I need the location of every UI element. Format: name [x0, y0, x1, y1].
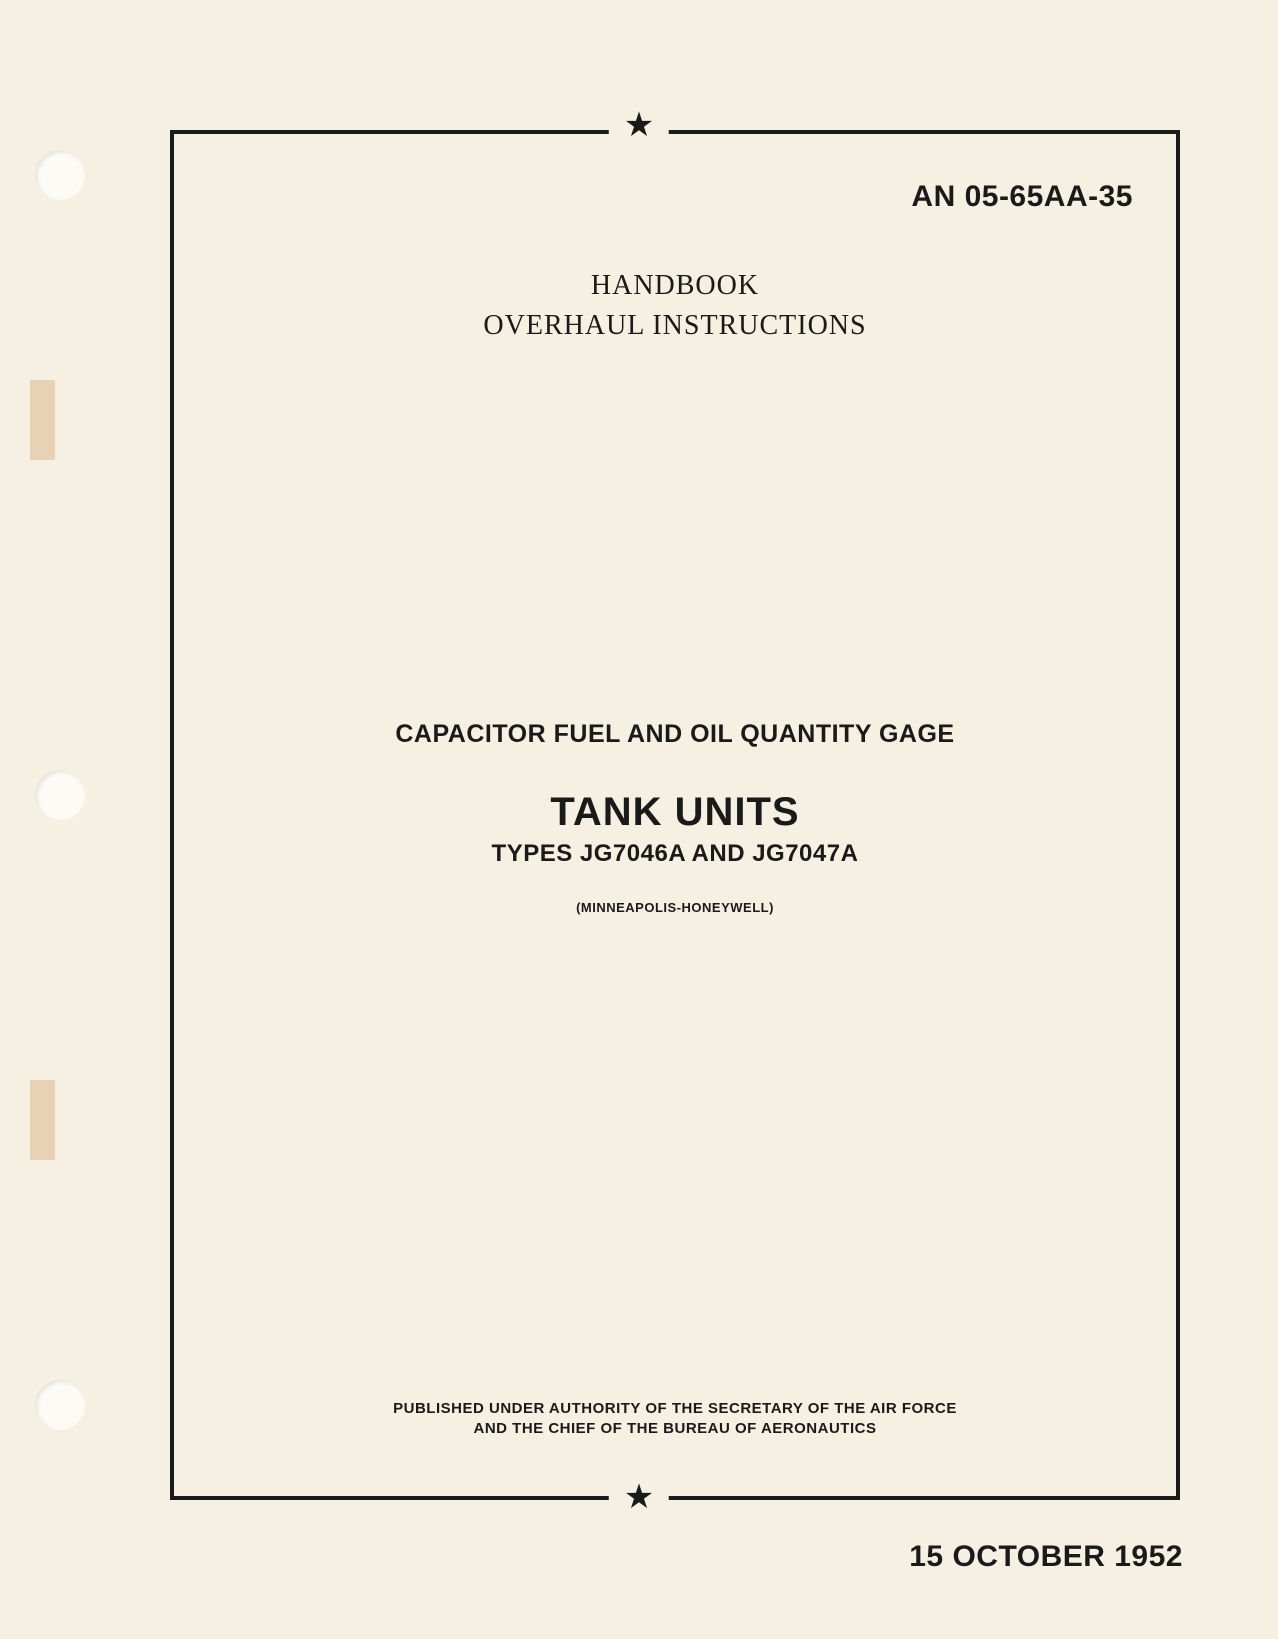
types-text: TYPES JG7046A AND JG7047A — [170, 840, 1180, 868]
document-page: ★ ★ AN 05-65AA-35 HANDBOOK OVERHAUL INST… — [0, 0, 1278, 1639]
punch-hole — [35, 770, 85, 820]
publication-date: 15 OCTOBER 1952 — [909, 1540, 1183, 1574]
main-heading: TANK UNITS — [170, 790, 1180, 835]
star-icon: ★ — [609, 108, 669, 142]
punch-hole — [35, 1380, 85, 1430]
authority-line-2: AND THE CHIEF OF THE BUREAU OF AERONAUTI… — [170, 1420, 1180, 1437]
title-line-1: HANDBOOK — [170, 270, 1180, 302]
manufacturer-text: (MINNEAPOLIS-HONEYWELL) — [170, 900, 1180, 915]
punch-hole — [35, 150, 85, 200]
subject-text: CAPACITOR FUEL AND OIL QUANTITY GAGE — [170, 720, 1180, 749]
binding-mark — [30, 1080, 55, 1160]
document-number: AN 05-65AA-35 — [911, 180, 1133, 214]
star-icon: ★ — [609, 1480, 669, 1514]
authority-line-1: PUBLISHED UNDER AUTHORITY OF THE SECRETA… — [170, 1400, 1180, 1417]
binding-mark — [30, 380, 55, 460]
title-line-2: OVERHAUL INSTRUCTIONS — [170, 310, 1180, 342]
